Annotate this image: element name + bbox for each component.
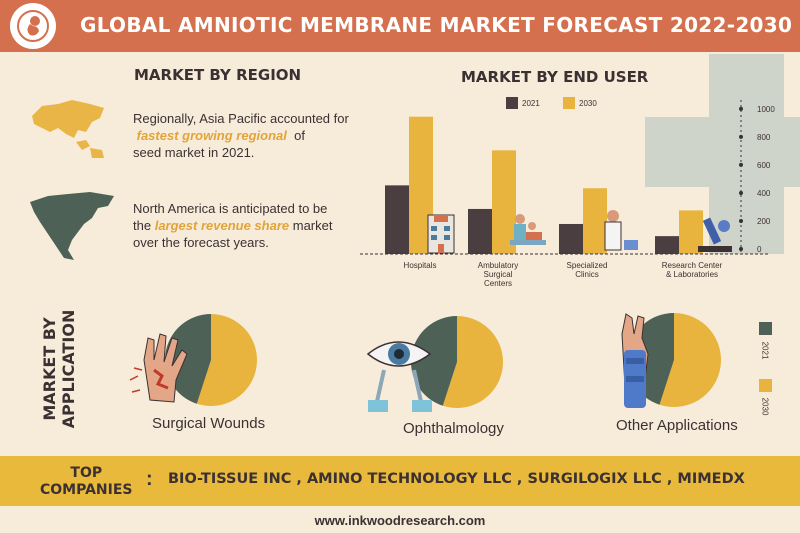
category-label-clinics-line2: Clinics	[575, 270, 599, 279]
top-companies-label-line2: COMPANIES	[40, 482, 133, 498]
eye-surgery-icon	[366, 341, 432, 412]
y-tick-dot-800	[739, 134, 743, 139]
pie-legend-2030-label: 2030	[760, 397, 770, 416]
north-america-description: North America is anticipated to be the l…	[133, 200, 368, 251]
legend-2030-swatch	[563, 97, 575, 109]
na-line-3: over the forecast years.	[133, 235, 269, 250]
top-companies-band	[0, 456, 800, 506]
pie-slice-2030-0	[196, 314, 257, 406]
asia-line-1: Regionally, Asia Pacific accounted for	[133, 111, 349, 126]
website-footer: www.inkwoodresearch.com	[314, 513, 486, 528]
pie-legend-2030-swatch	[759, 379, 772, 392]
category-label-research-line1: Research Center	[661, 261, 723, 270]
top-companies-label: TOP COMPANIES	[40, 465, 133, 499]
y-tick-label-200: 200	[757, 217, 771, 226]
pie-legend-2021-swatch	[759, 322, 772, 335]
category-label-ambulatory: Ambulatory Surgical Centers	[458, 261, 538, 288]
category-label-ambulatory-line1: Ambulatory	[477, 261, 519, 270]
north-america-map-icon	[30, 192, 114, 260]
pie-slice-2021-0	[165, 314, 211, 404]
na-line-1: North America is anticipated to be	[133, 201, 328, 216]
fetus-icon	[17, 10, 49, 42]
legend-2030-label: 2030	[579, 99, 597, 108]
y-tick-dot-1000	[739, 106, 743, 111]
category-label-research: Research Center & Laboratories	[649, 261, 735, 279]
asia-highlight: fastest growing regional	[136, 128, 287, 143]
na-line-2: the largest revenue share market	[133, 217, 368, 234]
hospital-icon	[427, 214, 455, 254]
logo-badge	[10, 3, 56, 49]
bar-2021-3	[655, 236, 679, 254]
category-label-ambulatory-line3: Centers	[483, 279, 512, 288]
surgical-staff-icon	[510, 214, 546, 245]
application-pie-charts	[129, 313, 772, 412]
bar-2021-0	[385, 185, 409, 254]
y-tick-label-600: 600	[757, 161, 771, 170]
bar-2021-2	[559, 223, 583, 254]
y-tick-dot-600	[739, 162, 743, 167]
header-banner: GLOBAL AMNIOTIC MEMBRANE MARKET FORECAST…	[0, 0, 800, 52]
asia-line-3: seed market in 2021.	[133, 145, 255, 160]
pie-slice-2030-1	[442, 316, 503, 408]
arm-splint-icon	[621, 313, 649, 408]
y-tick-label-800: 800	[757, 133, 771, 142]
asia-pacific-map-icon	[32, 100, 104, 158]
region-section-title: MARKET BY REGION	[134, 66, 302, 84]
wounded-hand-icon	[129, 333, 188, 403]
microscope-icon	[698, 217, 732, 252]
category-label-clinics: Specialized Clinics	[547, 261, 627, 279]
legend-2021-label: 2021	[522, 99, 540, 108]
na-line-2-start: the	[133, 218, 152, 233]
application-label-surgical-wounds: Surgical Wounds	[152, 415, 266, 432]
category-label-clinics-line1: Specialized	[566, 261, 608, 270]
na-line-2-end: market	[292, 218, 333, 233]
top-companies-label-line1: TOP	[70, 465, 103, 481]
category-label-hospitals-text: Hospitals	[403, 261, 437, 270]
application-label-other: Other Applications	[616, 417, 738, 434]
end-user-section-title: MARKET BY END USER	[461, 68, 649, 86]
bar-2030-1	[492, 150, 516, 254]
y-tick-dot-0	[739, 247, 743, 251]
page-title: GLOBAL AMNIOTIC MEMBRANE MARKET FORECAST…	[80, 13, 793, 37]
decorative-cross-horizontal	[645, 117, 800, 187]
top-companies-list: BIO-TISSUE INC , AMINO TECHNOLOGY LLC , …	[168, 471, 745, 487]
pie-slice-2030-2	[659, 313, 721, 407]
category-label-ambulatory-line2: Surgical	[483, 270, 513, 279]
top-companies-colon: :	[146, 468, 153, 490]
bar-2021-1	[468, 208, 492, 254]
doctor-icon	[604, 210, 638, 251]
pie-legend-2021-label: 2021	[760, 341, 770, 360]
pie-slice-2021-1	[411, 316, 457, 406]
legend-2021-swatch	[506, 97, 518, 109]
y-tick-dot-200	[739, 218, 743, 223]
y-tick-label-1000: 1000	[757, 105, 775, 114]
asia-line-2: fastest growing regional of	[133, 127, 368, 144]
y-tick-dot-400	[739, 190, 743, 195]
asia-pacific-description: Regionally, Asia Pacific accounted for f…	[133, 110, 368, 161]
asia-line-2-end: of	[294, 128, 305, 143]
y-tick-label-0: 0	[757, 245, 762, 254]
y-tick-label-400: 400	[757, 189, 771, 198]
end-user-bar-chart: 0 200 400 600 800 1000	[360, 100, 775, 255]
category-label-hospitals: Hospitals	[380, 261, 460, 270]
application-label-ophthalmology: Ophthalmology	[403, 420, 504, 437]
bar-2030-2	[583, 188, 607, 254]
na-highlight: largest revenue share	[154, 218, 290, 233]
category-label-research-line2: & Laboratories	[665, 270, 719, 279]
